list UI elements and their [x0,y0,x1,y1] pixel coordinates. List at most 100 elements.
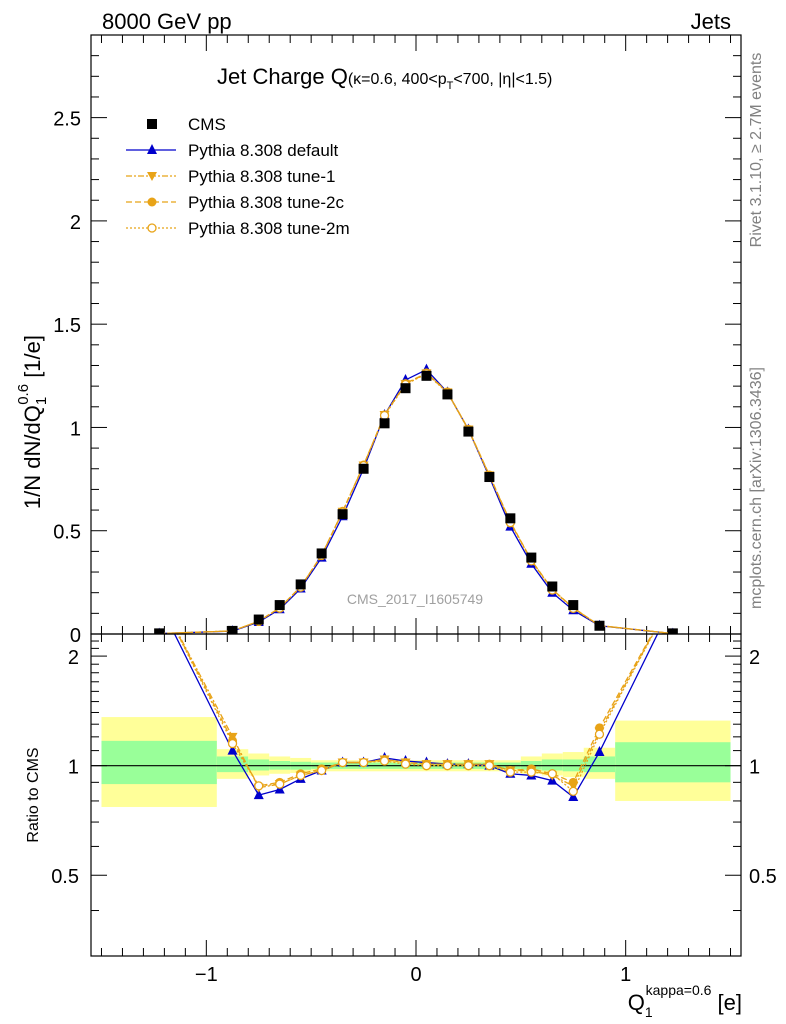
main-y-tick-label: 1.5 [53,315,81,337]
x-label-sub: 1 [645,1004,653,1020]
ratio-point [358,757,369,768]
ratio-point [296,770,306,781]
ratio-y-tick-label-right: 1 [749,757,760,779]
data-point [400,383,411,394]
data-point [463,426,474,437]
main-plot-panel: CMS_2017_I1605749 0 0.5 1 1.5 2 2.5 Jet Charg… [15,34,742,647]
ratio-y-tick-label-right: 0.5 [749,866,777,888]
data-point [421,370,432,381]
main-y-label-suffix: [1/e] [20,335,45,384]
legend-item: Pythia 8.308 default [126,141,339,160]
legend-marker [147,197,157,207]
data-point [358,463,369,474]
series-cms [154,370,678,634]
ratio-point [275,779,285,789]
ratio-uncertainty-bands [101,717,731,807]
main-y-axis-label: 1/N dN/dQ10.6 [1/e] [15,335,50,509]
data-point [227,625,238,634]
ratio-point [547,769,557,779]
ratio-y-tick-label: 0.5 [51,866,79,888]
uncertainty-band-inner [216,756,249,773]
legend-marker [147,172,157,181]
main-plot-series [154,363,678,634]
legend-label: Pythia 8.308 tune-2m [188,219,350,238]
x-axis-label: Q1 kappa=0.6 [e] [628,982,742,1020]
ratio-y-tick-label: 1 [68,757,79,779]
legend-label: Pythia 8.308 tune-2c [188,193,344,212]
main-y-label-sub: 1 [33,397,50,405]
data-point [547,581,558,592]
ratio-point [526,767,536,777]
data-point [379,418,390,429]
data-point [484,472,495,483]
x-tick-labels: −1 0 1 [195,964,631,986]
main-y-tick-labels: 0 0.5 1 1.5 2 2.5 [53,109,81,647]
legend: CMS Pythia 8.308 default Pythia 8.308 tune… [126,115,350,238]
data-point [505,513,516,524]
x-tick-label: −1 [195,964,218,986]
ratio-point [484,761,495,771]
ratio-point [400,759,411,769]
x-tick-label: 1 [620,964,631,986]
uncertainty-band-inner [101,740,217,785]
header-left: 8000 GeV pp [102,9,232,34]
ratio-point [594,729,605,739]
mcplots-label: mcplots.cern.ch [arXiv:1306.3436] [748,367,765,609]
plot-title-sub: (κ=0.6, 400<p [348,71,447,88]
ratio-point [379,756,390,766]
legend-item: CMS [147,115,226,134]
data-point [337,509,348,520]
ratio-y-tick-labels: 0.5 0.5 1 1 2 2 [51,647,777,888]
x-label-suffix: [e] [711,990,742,1015]
data-point [154,628,165,634]
legend-item: Pythia 8.308 tune-2c [126,193,344,212]
main-y-tick-label: 1 [70,418,81,440]
ratio-point [316,765,327,776]
main-y-tick-label: 2.5 [53,109,81,131]
series-line [159,372,673,634]
legend-marker [147,144,157,154]
rivet-label: Rivet 3.1.10, ≥ 2.7M events [748,53,765,248]
data-point [594,620,605,631]
uncertainty-band-inner [248,759,270,771]
data-point [316,548,327,559]
ratio-point [337,757,348,768]
legend-label: CMS [188,115,226,134]
main-y-tick-label: 0.5 [53,522,81,544]
ratio-point [227,744,238,755]
ratio-line [173,634,659,799]
legend-marker [147,119,157,129]
legend-label: Pythia 8.308 default [188,141,339,160]
ratio-point [594,746,605,757]
ratio-y-tick-label-right: 2 [749,647,760,669]
uncertainty-band-inner [583,756,616,773]
ratio-series-pythia-8-308-tune-2m [176,634,654,797]
legend-marker [147,223,157,233]
data-point [253,614,264,625]
legend-item: Pythia 8.308 tune-1 [126,167,335,186]
ratio-plot-frame [90,633,742,957]
data-point [442,389,453,400]
ratio-point [442,761,453,771]
plot-title-main: Jet Charge Q [217,64,348,89]
data-point [295,579,306,590]
data-point [379,410,390,421]
x-label-sup: kappa=0.6 [646,982,712,998]
legend-item: Pythia 8.308 tune-2m [126,219,350,238]
ratio-point [568,777,578,787]
ratio-point [568,791,579,802]
main-y-tick-label: 2 [70,212,81,234]
uncertainty-band-inner [615,742,731,783]
plot-title-sub-tail: <700, |η|<1.5) [453,71,552,88]
ratio-point [568,786,578,797]
ratio-point [227,738,238,749]
ratio-plot-series [173,634,659,802]
plot-title: Jet Charge Q(κ=0.6, 400<pT<700, |η|<1.5) [217,64,552,92]
ratio-plot-panel: 0.5 0.51 12 2 −1 0 1 Ratio to CMS Q1kappa=0.6… [25,633,777,1020]
ratio-point [594,723,604,733]
main-plot-ticks [91,35,741,635]
main-y-label-sup: 0.6 [15,384,32,405]
watermark: CMS_2017_I1605749 [347,591,483,607]
data-point [568,600,579,611]
